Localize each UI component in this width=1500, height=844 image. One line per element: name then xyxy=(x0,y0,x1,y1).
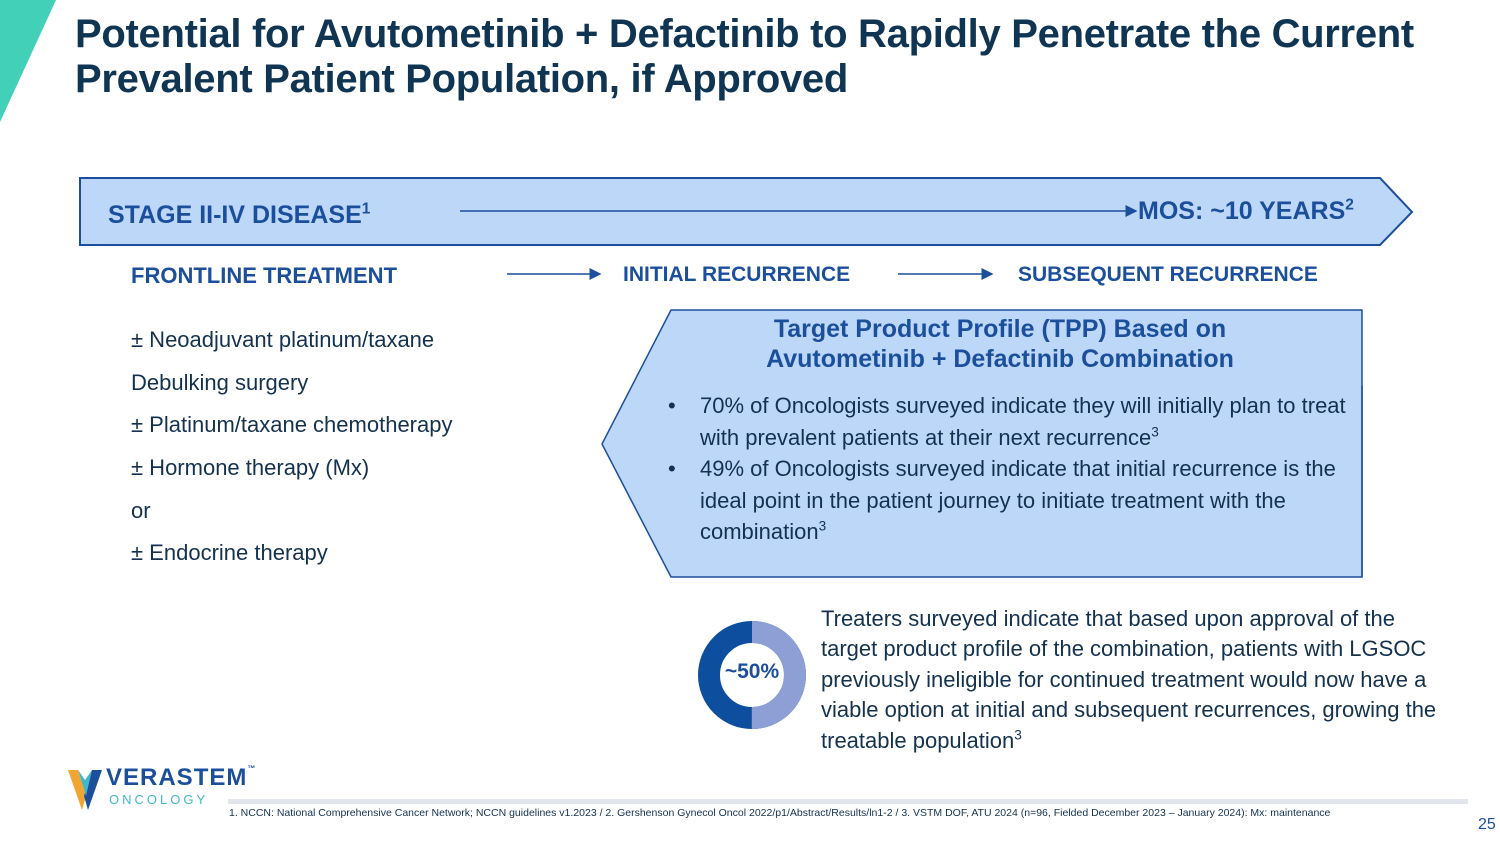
tpp-chevron-box xyxy=(601,309,1363,578)
list-item: ± Neoadjuvant platinum/taxane xyxy=(131,327,435,352)
list-item: ± Hormone therapy (Mx) xyxy=(131,455,370,481)
logo-trademark: ™ xyxy=(247,764,257,773)
stage-label: STAGE II-IV DISEASE1 xyxy=(108,200,371,229)
tpp-title: Target Product Profile (TPP) Based on Av… xyxy=(680,314,1320,374)
tpp-title-line-1: Target Product Profile (TPP) Based on xyxy=(773,315,1227,343)
logo-name: VERASTEM™ xyxy=(106,764,257,791)
phase-initial-recurrence: INITIAL RECURRENCE xyxy=(623,263,851,286)
mos-footnote-ref: 2 xyxy=(1345,196,1354,214)
treaters-statement: Treaters surveyed indicate that based up… xyxy=(821,606,1437,753)
list-item: Debulking surgery xyxy=(131,369,309,395)
corner-accent-triangle xyxy=(0,0,56,122)
phase-frontline: FRONTLINE TREATMENT xyxy=(131,263,398,288)
tpp-bullet: • 49% of Oncologists surveyed indicate th… xyxy=(668,453,1348,548)
page-number: 25 xyxy=(1478,816,1496,833)
bullet-icon: • xyxy=(668,393,676,418)
slide-title: Potential for Avutometinib + Defactinib … xyxy=(75,12,1414,101)
footnote-ref: 3 xyxy=(818,518,827,534)
list-item: ± Platinum/taxane chemotherapy xyxy=(131,412,453,438)
frontline-treatment-list: ± Neoadjuvant platinum/taxane Debulking … xyxy=(131,322,452,578)
tpp-bullet-list: • 70% of Oncologists surveyed indicate th… xyxy=(668,390,1348,548)
footnote-ref: 3 xyxy=(1151,424,1159,440)
stage-footnote-ref: 1 xyxy=(361,200,371,218)
bullet-icon: • xyxy=(668,456,676,481)
donut-highlight-arc xyxy=(698,621,806,729)
list-item: or xyxy=(131,497,151,523)
footnote-text: 1. NCCN: National Comprehensive Cancer N… xyxy=(229,807,1331,819)
donut-percent-label: ~50% xyxy=(724,660,780,683)
mos-label: MOS: ~10 YEARS2 xyxy=(1138,196,1354,225)
footer-divider xyxy=(228,799,1468,804)
percent-donut xyxy=(698,621,806,729)
tpp-title-line-2: Avutometinib + Defactinib Combination xyxy=(766,345,1234,373)
phase-subsequent-recurrence: SUBSEQUENT RECURRENCE xyxy=(1018,263,1318,286)
verastem-logo-icon xyxy=(68,770,102,810)
timeline-arrows xyxy=(460,205,1138,280)
logo-subtitle: ONCOLOGY xyxy=(109,792,209,807)
footnote-ref: 3 xyxy=(1014,727,1022,743)
list-item: ± Endocrine therapy xyxy=(131,540,328,566)
tpp-bullet: • 70% of Oncologists surveyed indicate th… xyxy=(668,390,1348,453)
